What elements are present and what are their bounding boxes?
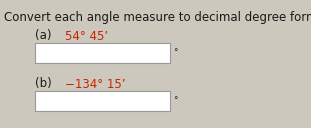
Text: °: ° xyxy=(173,97,178,105)
Text: 54° 45’: 54° 45’ xyxy=(65,29,108,42)
Text: Convert each angle measure to decimal degree form.: Convert each angle measure to decimal de… xyxy=(4,11,311,24)
Text: −134° 15’: −134° 15’ xyxy=(65,77,126,90)
FancyBboxPatch shape xyxy=(35,91,170,111)
Text: °: ° xyxy=(173,49,178,57)
Text: (b): (b) xyxy=(35,77,52,90)
FancyBboxPatch shape xyxy=(35,43,170,63)
Text: (a): (a) xyxy=(35,29,52,42)
